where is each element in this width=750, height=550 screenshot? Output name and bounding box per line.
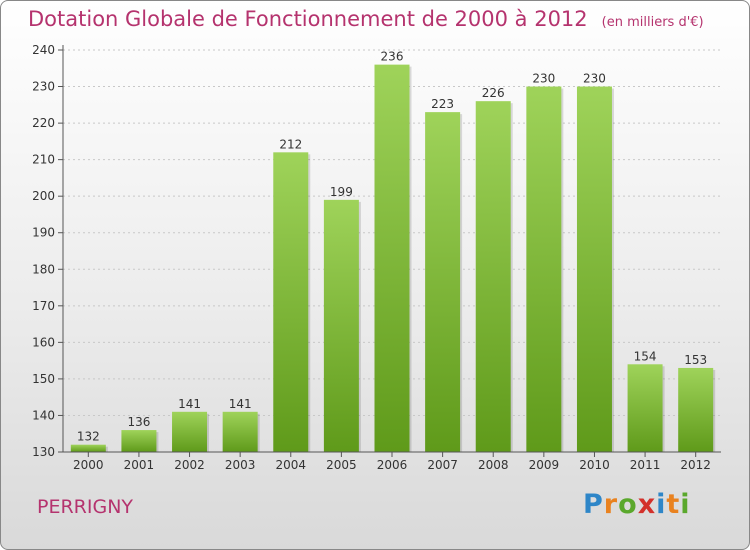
bar-value-label: 223 xyxy=(431,97,454,111)
bar-value-label: 212 xyxy=(279,137,302,151)
logo-letter: i xyxy=(656,489,667,520)
bar-value-label: 154 xyxy=(634,349,657,363)
bar-value-label: 230 xyxy=(583,72,606,86)
bar-value-label: 230 xyxy=(532,72,555,86)
bar-value-label: 136 xyxy=(127,415,150,429)
bar-value-label: 141 xyxy=(178,397,201,411)
x-tick-label: 2009 xyxy=(529,458,560,472)
bar xyxy=(222,411,258,452)
x-tick-label: 2012 xyxy=(680,458,711,472)
bar-value-label: 236 xyxy=(381,50,404,64)
bar-value-label: 141 xyxy=(229,397,252,411)
bar xyxy=(425,112,461,453)
bar-value-label: 226 xyxy=(482,86,505,100)
proxiti-logo: Proxiti xyxy=(583,489,691,520)
bar-value-label: 153 xyxy=(684,353,707,367)
x-tick-label: 2007 xyxy=(427,458,458,472)
y-tick-label: 210 xyxy=(32,153,55,167)
x-tick-label: 2000 xyxy=(73,458,104,472)
x-tick-label: 2001 xyxy=(124,458,155,472)
bar xyxy=(374,64,410,453)
logo-letter: r xyxy=(603,489,619,520)
y-tick-label: 130 xyxy=(32,445,55,459)
y-tick-label: 160 xyxy=(32,335,55,349)
x-tick-label: 2011 xyxy=(630,458,661,472)
x-tick-label: 2003 xyxy=(225,458,256,472)
x-tick-label: 2010 xyxy=(579,458,610,472)
bar xyxy=(323,199,359,452)
y-tick-label: 150 xyxy=(32,372,55,386)
y-tick-label: 140 xyxy=(32,408,55,422)
x-tick-label: 2005 xyxy=(326,458,357,472)
bar xyxy=(678,367,714,452)
x-tick-label: 2006 xyxy=(377,458,408,472)
bar xyxy=(576,86,612,452)
y-tick-label: 180 xyxy=(32,262,55,276)
logo-letter: t xyxy=(666,489,681,520)
logo-letter: P xyxy=(583,489,604,520)
y-tick-label: 200 xyxy=(32,189,55,203)
bar xyxy=(121,430,157,452)
bar-value-label: 132 xyxy=(77,430,100,444)
y-tick-label: 170 xyxy=(32,299,55,313)
title-text: Dotation Globale de Fonctionnement de 20… xyxy=(28,7,588,31)
logo-letter: i xyxy=(680,489,691,520)
commune-name: PERRIGNY xyxy=(37,496,134,518)
bar xyxy=(475,101,511,452)
y-tick-label: 220 xyxy=(32,116,55,130)
bar xyxy=(273,152,309,452)
bar xyxy=(526,86,562,452)
x-tick-label: 2002 xyxy=(174,458,205,472)
y-tick-label: 190 xyxy=(32,226,55,240)
chart-title: Dotation Globale de Fonctionnement de 20… xyxy=(28,7,704,31)
bar-value-label: 199 xyxy=(330,185,353,199)
bar xyxy=(70,444,106,452)
y-tick-label: 230 xyxy=(32,80,55,94)
x-tick-label: 2008 xyxy=(478,458,509,472)
y-tick-label: 240 xyxy=(32,43,55,57)
logo-letter: x xyxy=(637,489,657,520)
bar xyxy=(627,364,663,452)
unit-label: (en milliers d'€) xyxy=(601,15,704,30)
x-tick-label: 2004 xyxy=(275,458,306,472)
bar xyxy=(172,411,208,452)
logo-letter: o xyxy=(618,489,638,520)
